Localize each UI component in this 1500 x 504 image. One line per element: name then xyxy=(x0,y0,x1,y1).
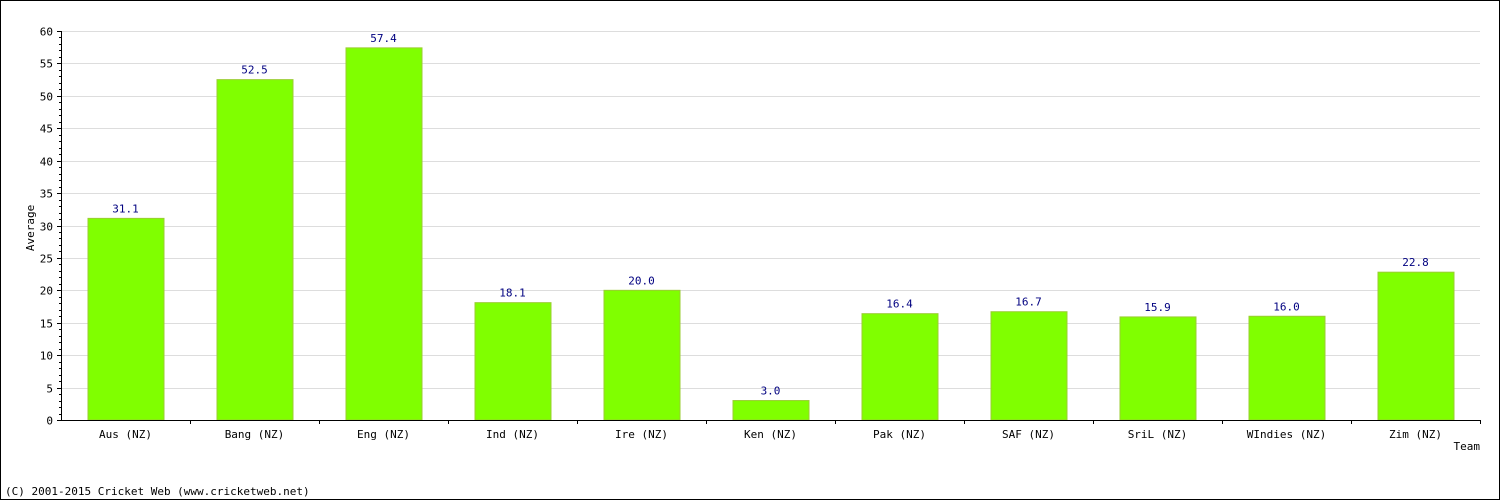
bar-value-label: 15.9 xyxy=(1144,301,1171,314)
x-tick-label: WIndies (NZ) xyxy=(1247,428,1326,441)
x-tick-label: Eng (NZ) xyxy=(357,428,410,441)
x-tick-label: SriL (NZ) xyxy=(1128,428,1188,441)
bar xyxy=(990,311,1068,421)
y-tick-label: 60 xyxy=(40,26,53,39)
y-tick-label: 30 xyxy=(40,221,53,234)
axes xyxy=(61,31,1480,421)
x-tick-label: Ken (NZ) xyxy=(744,428,797,441)
y-tick-label: 40 xyxy=(40,156,53,169)
bar-value-label: 22.8 xyxy=(1402,256,1429,269)
grid-lines xyxy=(61,31,1480,389)
y-tick-label: 0 xyxy=(46,415,53,428)
bar-value-label: 52.5 xyxy=(241,64,268,77)
x-tick-label: SAF (NZ) xyxy=(1002,428,1055,441)
bar xyxy=(861,313,939,421)
y-tick-label: 25 xyxy=(40,253,53,266)
bar xyxy=(1119,316,1197,421)
x-tick-label: Zim (NZ) xyxy=(1389,428,1442,441)
bar-value-label: 18.1 xyxy=(499,287,526,300)
y-tick-label: 50 xyxy=(40,91,53,104)
x-tick-label: Aus (NZ) xyxy=(99,428,152,441)
x-tick-label: Bang (NZ) xyxy=(225,428,285,441)
bar-value-label: 31.1 xyxy=(112,202,139,215)
bar-value-label: 16.7 xyxy=(1015,296,1042,309)
bar xyxy=(603,289,681,421)
bar xyxy=(474,302,552,421)
x-tick-label: Pak (NZ) xyxy=(873,428,926,441)
y-tick-label: 5 xyxy=(46,383,53,396)
copyright-footer: (C) 2001-2015 Cricket Web (www.cricketwe… xyxy=(5,485,310,498)
bars xyxy=(87,47,1455,421)
bar xyxy=(1248,315,1326,421)
x-tick-label: Ire (NZ) xyxy=(615,428,668,441)
bar xyxy=(345,47,423,421)
bar-value-label: 3.0 xyxy=(761,385,781,398)
x-tick-label: Ind (NZ) xyxy=(486,428,539,441)
bar xyxy=(87,217,165,421)
x-axis-title: Team xyxy=(1454,440,1481,453)
y-axis-title: Average xyxy=(24,205,37,251)
y-tick-label: 15 xyxy=(40,318,53,331)
bar-value-label: 16.4 xyxy=(886,298,913,311)
y-tick-label: 45 xyxy=(40,123,53,136)
x-ticks: Aus (NZ) Bang (NZ) Eng (NZ) Ind (NZ) Ire (NZ… xyxy=(99,420,1481,441)
bar-value-label: 16.0 xyxy=(1273,300,1300,313)
y-tick-label: 55 xyxy=(40,58,53,71)
bar-value-label: 57.4 xyxy=(370,32,397,45)
bar-value-label: 20.0 xyxy=(628,274,655,287)
y-tick-label: 10 xyxy=(40,350,53,363)
y-tick-label: 35 xyxy=(40,188,53,201)
bar xyxy=(1377,271,1455,421)
y-tick-label: 20 xyxy=(40,285,53,298)
bar xyxy=(732,400,810,421)
bar xyxy=(216,79,294,421)
value-labels: 31.1 52.5 57.4 18.1 20.0 3.0 16.4 16.7 15.9 16.0 2… xyxy=(112,32,1429,398)
y-ticks: 0 5 10 15 20 25 30 35 40 45 50 55 60 xyxy=(40,26,61,428)
